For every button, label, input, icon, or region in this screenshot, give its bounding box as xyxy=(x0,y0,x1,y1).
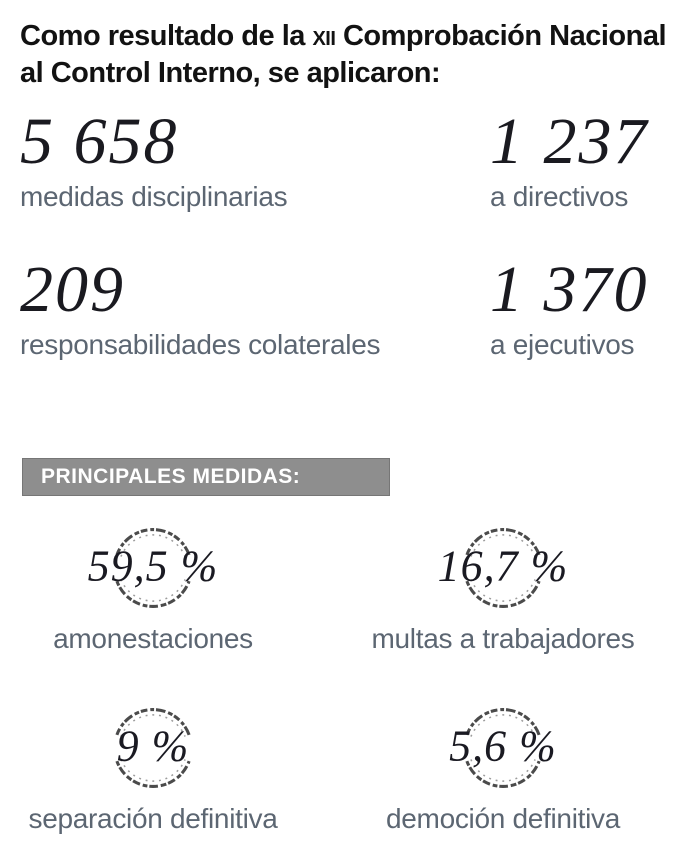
title-text-2: Comprobación Nacional xyxy=(335,20,667,52)
stat-value: 1 370 xyxy=(490,253,649,326)
title-text-1: Como resultado de la xyxy=(20,20,313,52)
stat-value: 1 237 xyxy=(490,105,649,178)
percent-value: 9 % xyxy=(116,721,190,771)
measure-democion-definitiva: 5,6 % democión definitiva xyxy=(306,700,700,836)
measure-label: separación definitiva xyxy=(28,803,278,834)
measures-row-1: 59,5 % amonestaciones 16,7 % multas a tr… xyxy=(0,520,700,656)
title-roman-numeral: xii xyxy=(312,20,336,52)
title-line1: Como resultado de la xii Comprobación Na… xyxy=(20,18,680,55)
measures-row-2: 9 % separación definitiva 5,6 % democión… xyxy=(0,700,700,836)
stat-label: responsabilidades colaterales xyxy=(20,329,381,360)
title-line2: al Control Interno, se aplicaron: xyxy=(20,57,441,89)
stat-label: medidas disciplinarias xyxy=(20,181,288,212)
percent-badge: 5,6 % xyxy=(449,700,556,796)
measure-label: amonestaciones xyxy=(53,623,253,654)
percent-badge: 9 % xyxy=(105,700,201,796)
stat-label: a ejecutivos xyxy=(490,329,635,360)
stat-value: 209 xyxy=(20,253,125,326)
measure-separacion-definitiva: 9 % separación definitiva xyxy=(0,700,306,836)
stats-grid: 5 658 medidas disciplinarias 1 237 a dir… xyxy=(0,106,700,362)
stat-label: a directivos xyxy=(490,181,629,212)
percent-value: 16,7 % xyxy=(437,541,569,591)
sketch-circle-icon xyxy=(115,708,191,788)
stats-row-1: 5 658 medidas disciplinarias 1 237 a dir… xyxy=(0,106,700,214)
stat-value: 5 658 xyxy=(20,105,179,178)
percent-badge: 59,5 % xyxy=(88,520,217,616)
measure-amonestaciones: 59,5 % amonestaciones xyxy=(0,520,306,656)
measure-label: multas a trabajadores xyxy=(371,623,635,654)
sketch-circle-icon xyxy=(115,528,191,608)
measure-label: democión definitiva xyxy=(386,803,620,834)
percent-value: 5,6 % xyxy=(449,721,557,771)
percent-value: 59,5 % xyxy=(87,541,219,591)
stat-a-ejecutivos: 1 370 a ejecutivos xyxy=(470,254,700,362)
stat-responsabilidades-colaterales: 209 responsabilidades colaterales xyxy=(0,254,470,362)
stat-medidas-disciplinarias: 5 658 medidas disciplinarias xyxy=(0,106,470,214)
section-heading: PRINCIPALES MEDIDAS: xyxy=(41,465,301,488)
percent-badge: 16,7 % xyxy=(438,520,567,616)
stat-a-directivos: 1 237 a directivos xyxy=(470,106,700,214)
sketch-circle-icon xyxy=(465,528,541,608)
measures-grid: 59,5 % amonestaciones 16,7 % multas a tr… xyxy=(0,520,700,836)
section-heading-banner: PRINCIPALES MEDIDAS: xyxy=(22,458,390,496)
stats-row-2: 209 responsabilidades colaterales 1 370 … xyxy=(0,254,700,362)
measure-multas-a-trabajadores: 16,7 % multas a trabajadores xyxy=(306,520,700,656)
page-title: Como resultado de la xii Comprobación Na… xyxy=(0,0,700,92)
sketch-circle-icon xyxy=(465,708,541,788)
